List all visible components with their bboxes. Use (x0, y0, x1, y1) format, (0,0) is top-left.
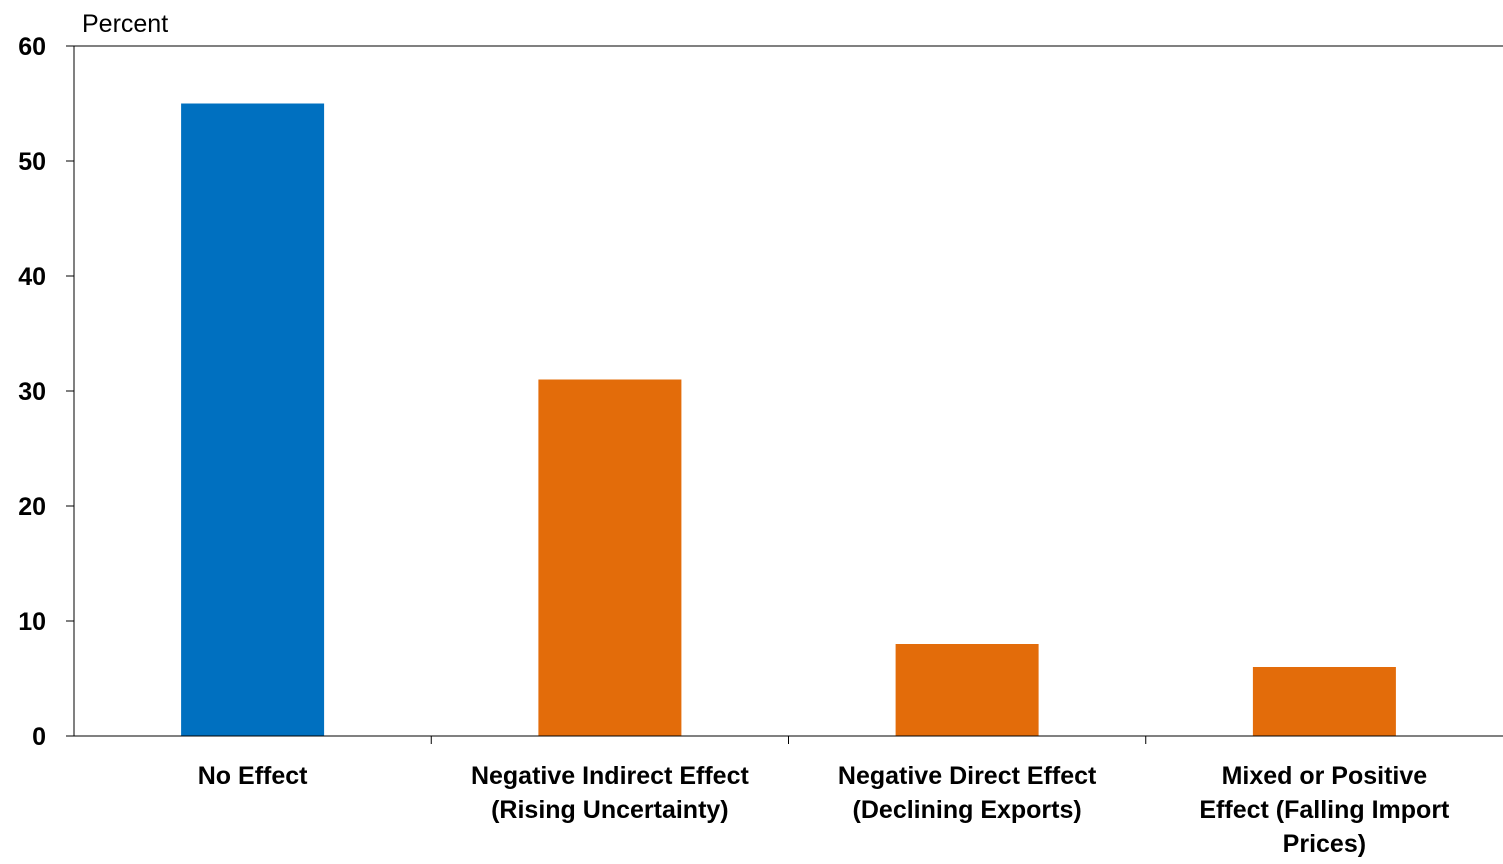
x-category-label-2-line-1: Negative Indirect Effect (471, 762, 750, 790)
y-tick-label-30: 30 (18, 378, 46, 406)
x-category-label-3-line-2: (Declining Exports) (853, 796, 1082, 824)
bar-2 (538, 379, 682, 736)
x-category-label-4-line-1: Mixed or Positive (1222, 762, 1428, 790)
y-axis-unit-label: Percent (82, 10, 168, 38)
y-tick-label-0: 0 (32, 723, 46, 751)
x-category-label-4: Mixed or Positive Effect (Falling Import P… (1199, 762, 1450, 858)
plot-area: 0 10 20 30 40 50 60 No Effect Negative Indirect … (18, 33, 1503, 858)
x-category-label-3-line-1: Negative Direct Effect (838, 762, 1097, 790)
x-category-label-1-line-1: No Effect (198, 762, 308, 790)
x-category-label-4-line-3: Prices) (1283, 830, 1366, 858)
bar-1 (181, 103, 325, 736)
x-category-label-4-line-2: Effect (Falling Import (1199, 796, 1450, 824)
x-category-label-2: Negative Indirect Effect (Rising Uncertai… (471, 762, 750, 824)
x-category-label-3: Negative Direct Effect (Declining Exports… (838, 762, 1097, 824)
bar-4 (1252, 667, 1396, 736)
bar-3 (895, 644, 1039, 736)
y-tick-label-40: 40 (18, 263, 46, 291)
y-tick-label-50: 50 (18, 148, 46, 176)
y-tick-label-20: 20 (18, 493, 46, 521)
x-category-label-2-line-2: (Rising Uncertainty) (491, 796, 729, 824)
y-tick-label-10: 10 (18, 608, 46, 636)
x-category-label-1: No Effect (198, 762, 308, 790)
y-tick-label-60: 60 (18, 33, 46, 61)
